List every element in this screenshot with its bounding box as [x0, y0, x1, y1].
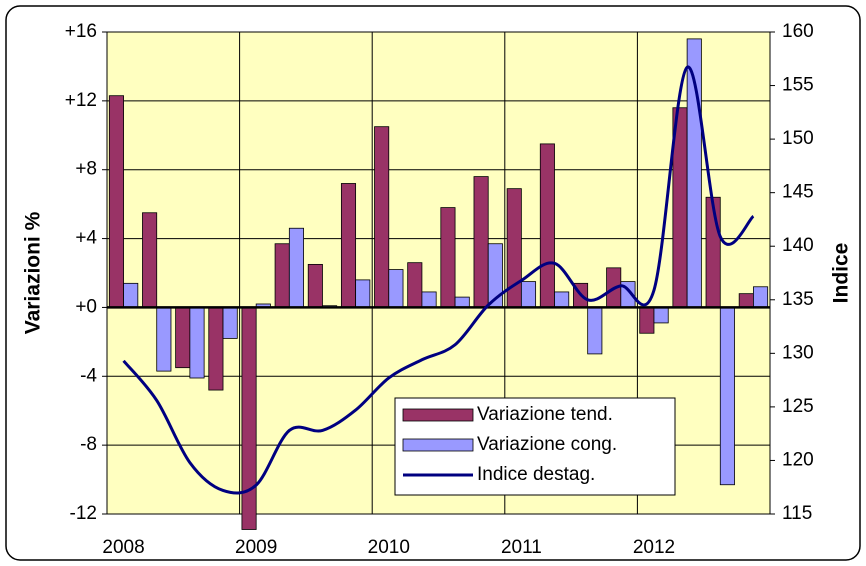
x-tick-label: 2009 — [235, 537, 277, 558]
y-tick-label: +0 — [75, 296, 97, 317]
bar — [421, 291, 437, 308]
y-tick-label: +12 — [65, 90, 97, 111]
bar — [142, 212, 158, 308]
bar — [719, 307, 735, 486]
bar — [307, 263, 323, 308]
y2-tick-label: 140 — [782, 235, 814, 256]
y2-tick-label: 150 — [782, 128, 814, 149]
bar — [705, 196, 721, 308]
y-tick-label: +16 — [65, 21, 97, 42]
y2-tick-label: 155 — [782, 75, 814, 96]
y-tick-label: +8 — [75, 159, 97, 180]
y2-tick-label: 115 — [782, 503, 812, 524]
legend-label: Variazione tend. — [477, 404, 613, 425]
bar — [123, 282, 139, 308]
legend-label: Indice destag. — [477, 464, 595, 485]
y-axis-title: Variazioni % — [22, 211, 45, 334]
bar — [639, 307, 655, 334]
bar — [454, 296, 470, 308]
bar — [753, 286, 769, 308]
x-tick-label: 2011 — [501, 537, 542, 558]
bar — [175, 307, 191, 369]
y-tick-label: -4 — [80, 365, 97, 386]
bar — [554, 291, 570, 308]
y2-axis-title: Indice — [830, 243, 853, 304]
bar — [388, 269, 404, 308]
bar — [274, 243, 290, 308]
bar — [407, 262, 423, 308]
bar — [440, 207, 456, 308]
x-tick-label: 2008 — [102, 537, 144, 558]
y2-tick-label: 120 — [782, 449, 814, 470]
bar — [156, 307, 172, 372]
bar — [340, 183, 357, 308]
bar — [222, 307, 238, 339]
y2-tick-label: 125 — [782, 396, 814, 417]
y-tick-label: +4 — [75, 228, 97, 249]
y2-tick-label: 135 — [782, 289, 814, 310]
bar — [355, 279, 371, 308]
bar — [520, 281, 537, 308]
bar — [374, 126, 390, 308]
legend-swatch — [402, 438, 474, 452]
x-tick-label: 2010 — [368, 537, 410, 558]
bar — [189, 307, 205, 379]
y-tick-label: -12 — [70, 503, 97, 524]
y2-tick-label: 160 — [782, 21, 814, 42]
legend-label: Variazione cong. — [477, 434, 617, 455]
line — [122, 65, 755, 495]
y-tick-label: -8 — [80, 434, 97, 455]
bar — [108, 95, 124, 308]
x-tick-label: 2012 — [633, 537, 675, 558]
bar — [738, 293, 754, 308]
bar — [288, 227, 304, 308]
bar — [208, 307, 224, 391]
bar — [587, 307, 603, 355]
bar — [539, 143, 555, 308]
bar — [241, 307, 257, 530]
y2-tick-label: 130 — [782, 342, 814, 363]
y2-tick-label: 145 — [782, 182, 814, 203]
bar — [473, 176, 489, 308]
bar — [653, 307, 669, 324]
legend-swatch — [402, 408, 474, 422]
